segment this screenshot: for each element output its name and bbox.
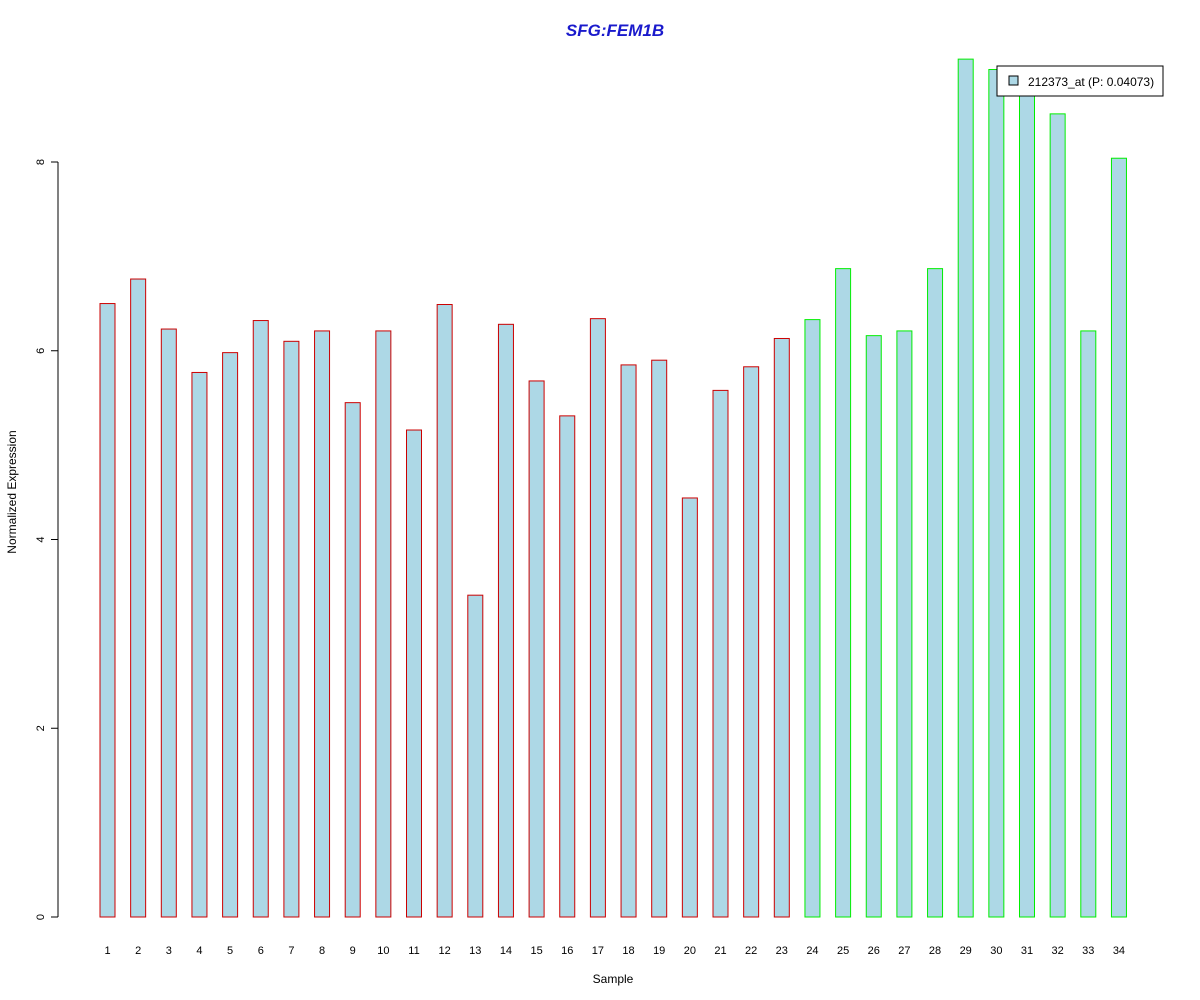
bar-sample-25 — [835, 268, 852, 918]
bar-sample-15 — [528, 380, 545, 918]
bar-sample-30 — [988, 69, 1005, 918]
bar-sample-12 — [436, 304, 453, 918]
x-tick-label-26: 26 — [868, 945, 880, 957]
x-tick-label-23: 23 — [776, 945, 788, 957]
y-tick-label-0: 0 — [35, 914, 47, 920]
bar-sample-34 — [1110, 157, 1127, 918]
bar-sample-26 — [865, 335, 882, 918]
bar-sample-13 — [467, 594, 484, 918]
x-tick-label-9: 9 — [350, 945, 356, 957]
x-tick-label-16: 16 — [561, 945, 573, 957]
y-tick-label-2: 2 — [35, 725, 47, 731]
x-tick-label-3: 3 — [166, 945, 172, 957]
x-tick-label-7: 7 — [288, 945, 294, 957]
y-tick-label-6: 6 — [35, 348, 47, 354]
y-axis-label: Normalized Expression — [5, 430, 19, 553]
bar-sample-14 — [497, 323, 514, 918]
x-tick-label-8: 8 — [319, 945, 325, 957]
bar-sample-1 — [99, 303, 116, 918]
x-tick-labels: 1 2 3 4 5 6 7 8 9 10 11 12 13 14 15 16 17 18 19 20 21 22 23 24 2… — [104, 945, 1125, 957]
bar-sample-27 — [896, 330, 913, 918]
x-tick-label-25: 25 — [837, 945, 849, 957]
x-tick-label-19: 19 — [653, 945, 665, 957]
x-tick-label-17: 17 — [592, 945, 604, 957]
y-axis: 0 2 4 6 8 — [35, 159, 59, 920]
bar-sample-20 — [681, 497, 698, 918]
x-tick-label-18: 18 — [622, 945, 634, 957]
x-tick-label-20: 20 — [684, 945, 696, 957]
x-tick-label-33: 33 — [1082, 945, 1094, 957]
bar-sample-23 — [773, 337, 790, 918]
x-tick-label-5: 5 — [227, 945, 233, 957]
y-ticks: 0 2 4 6 8 — [35, 159, 58, 920]
x-tick-label-21: 21 — [714, 945, 726, 957]
bar-sample-29 — [957, 58, 974, 918]
x-tick-label-10: 10 — [377, 945, 389, 957]
bar-sample-32 — [1049, 113, 1066, 918]
x-tick-label-31: 31 — [1021, 945, 1033, 957]
x-tick-label-29: 29 — [960, 945, 972, 957]
bar-sample-21 — [712, 389, 729, 918]
bar-sample-10 — [375, 330, 392, 918]
bar-sample-33 — [1080, 330, 1097, 918]
x-tick-label-22: 22 — [745, 945, 757, 957]
legend-swatch — [1008, 75, 1019, 86]
y-tick-label-8: 8 — [35, 159, 47, 165]
chart-title: SFG:FEM1B — [566, 21, 664, 40]
bar-sample-2 — [130, 278, 147, 918]
bar-sample-16 — [559, 415, 576, 918]
legend: 212373_at (P: 0.04073) — [996, 65, 1164, 97]
bar-sample-4 — [191, 371, 208, 918]
x-tick-label-12: 12 — [439, 945, 451, 957]
bar-sample-22 — [743, 366, 760, 918]
x-tick-label-2: 2 — [135, 945, 141, 957]
bar-sample-19 — [651, 359, 668, 918]
bar-sample-24 — [804, 319, 821, 918]
bar-sample-31 — [1019, 85, 1035, 918]
x-tick-label-34: 34 — [1113, 945, 1125, 957]
x-tick-label-6: 6 — [258, 945, 264, 957]
bar-sample-3 — [160, 328, 177, 918]
bar-sample-7 — [283, 340, 300, 918]
x-tick-label-24: 24 — [806, 945, 818, 957]
x-tick-label-14: 14 — [500, 945, 512, 957]
bars-group — [99, 58, 1127, 918]
bar-sample-28 — [927, 268, 944, 918]
x-axis-label: Sample — [593, 972, 634, 986]
y-tick-label-4: 4 — [35, 536, 47, 542]
x-tick-label-27: 27 — [898, 945, 910, 957]
x-tick-label-13: 13 — [469, 945, 481, 957]
bar-sample-8 — [314, 330, 331, 918]
x-tick-label-1: 1 — [104, 945, 110, 957]
bar-sample-17 — [589, 318, 606, 918]
bar-sample-18 — [620, 364, 637, 918]
legend-box — [996, 65, 1164, 97]
bar-sample-6 — [252, 320, 269, 918]
x-tick-label-32: 32 — [1052, 945, 1064, 957]
x-tick-label-30: 30 — [990, 945, 1002, 957]
bar-sample-9 — [344, 402, 361, 918]
legend-label: 212373_at (P: 0.04073) — [1028, 75, 1154, 89]
x-tick-label-15: 15 — [530, 945, 542, 957]
x-tick-label-4: 4 — [196, 945, 202, 957]
x-tick-label-28: 28 — [929, 945, 941, 957]
x-tick-label-11: 11 — [408, 945, 419, 957]
bar-sample-5 — [222, 352, 239, 918]
bar-sample-11 — [406, 429, 422, 918]
